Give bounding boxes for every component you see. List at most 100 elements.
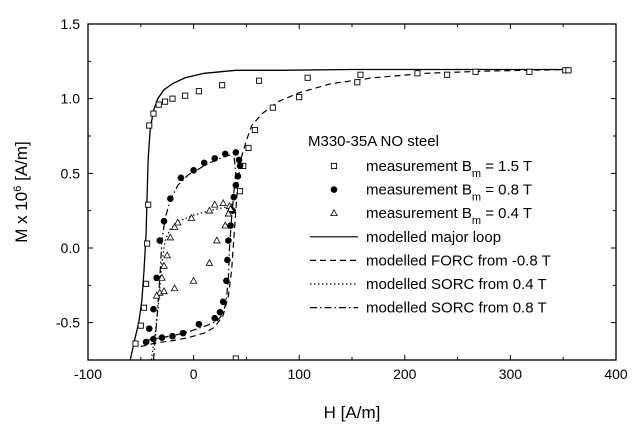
data-point-circle-filled	[150, 335, 157, 343]
legend-entry: modelled SORC from 0.4 T	[310, 276, 547, 293]
data-point-triangle-open	[189, 276, 198, 284]
legend-label: measurement Bm = 0.4 T	[366, 205, 532, 227]
data-point-square-open	[472, 68, 479, 75]
data-point-circle-filled	[232, 181, 240, 189]
legend: M330-35A NO steel measurement Bm = 1.5 T…	[308, 133, 551, 317]
data-point-circle-filled	[235, 156, 243, 164]
data-point-square-open	[169, 95, 176, 102]
data-point-triangle-open	[212, 236, 221, 244]
legend-label-subscript: m	[472, 168, 481, 180]
y-tick-label: 0.0	[61, 240, 81, 256]
data-point-circle-filled	[211, 314, 219, 322]
y-axis-title: M x 106 [A/m]	[12, 141, 31, 243]
legend-label: modelled SORC from 0.4 T	[366, 276, 547, 293]
legend-marker-triangle-open	[330, 208, 338, 217]
data-point-circle-filled	[156, 237, 164, 244]
data-point-circle-filled	[221, 150, 229, 158]
data-point-circle-filled	[179, 329, 187, 337]
legend-label: modelled SORC from 0.8 T	[366, 300, 547, 317]
legend-label-subscript: m	[472, 215, 481, 227]
data-point-square-open	[219, 82, 226, 89]
legend-label-text: modelled SORC from 0.4 T	[366, 276, 547, 293]
data-point-square-open	[182, 92, 189, 99]
data-point-square-open	[137, 322, 144, 329]
legend-label: measurement Bm = 0.8 T	[366, 182, 532, 204]
legend-entry: modelled FORC from -0.8 T	[310, 252, 551, 269]
legend-label-text: modelled major loop	[366, 229, 501, 246]
data-point-circle-filled	[160, 217, 168, 225]
x-tick-label: 300	[499, 366, 523, 382]
x-tick-label: 400	[604, 366, 628, 382]
data-point-triangle-open	[163, 251, 172, 259]
data-point-circle-filled	[142, 338, 150, 346]
data-point-triangle-open	[160, 287, 168, 295]
data-point-circle-filled	[211, 155, 219, 162]
data-point-circle-filled	[167, 195, 174, 203]
data-point-circle-filled	[150, 305, 157, 313]
data-point-circle-filled	[190, 167, 197, 174]
data-point-square-open	[140, 304, 148, 311]
legend-entry: measurement Bm = 0.8 T	[330, 182, 532, 204]
data-point-square-open	[143, 280, 150, 287]
data-point-square-open	[357, 71, 364, 78]
data-point-circle-filled	[177, 174, 185, 182]
legend-label-text: measurement B	[366, 205, 472, 222]
legend-label: modelled FORC from -0.8 T	[366, 252, 551, 269]
data-point-triangle-open	[152, 291, 161, 299]
legend-label-text: measurement B	[366, 182, 472, 199]
legend-heading: M330-35A NO steel	[308, 133, 439, 150]
data-point-triangle-open	[221, 221, 230, 229]
y-tick-label: 1.5	[61, 16, 81, 32]
data-point-triangle-open	[160, 261, 168, 269]
data-point-circle-filled	[216, 308, 224, 316]
model-curve-dashdot	[145, 153, 237, 360]
y-tick-label: 1.0	[61, 91, 81, 107]
data-point-triangle-open	[187, 213, 196, 221]
legend-label-subscript: m	[472, 192, 481, 204]
data-point-square-open	[256, 77, 263, 84]
legend-marker-circle-filled	[330, 186, 338, 193]
data-point-triangle-open	[219, 198, 228, 207]
legend-label: measurement Bm = 1.5 T	[366, 158, 532, 180]
data-point-circle-filled	[145, 325, 153, 332]
data-point-circle-filled	[236, 162, 244, 170]
model-curve-dotted	[150, 202, 234, 360]
data-point-square-open	[565, 67, 572, 74]
data-point-square-open	[146, 122, 153, 129]
data-point-triangle-open	[226, 204, 235, 212]
data-point-circle-filled	[232, 149, 240, 156]
data-point-triangle-open	[224, 209, 233, 217]
point-layer	[132, 67, 572, 360]
data-point-circle-filled	[223, 277, 230, 285]
data-point-circle-filled	[158, 334, 166, 341]
data-point-square-open	[269, 104, 276, 111]
data-point-circle-filled	[234, 173, 242, 180]
data-point-square-open	[414, 70, 421, 77]
legend-entry: measurement Bm = 1.5 T	[330, 158, 532, 180]
data-point-triangle-open	[205, 258, 214, 266]
data-point-square-open	[195, 88, 202, 95]
x-tick-label: -100	[74, 366, 102, 382]
data-point-square-open	[296, 94, 303, 101]
data-point-triangle-open	[173, 218, 182, 226]
data-point-square-open	[232, 355, 239, 360]
x-tick-label: 100	[288, 366, 312, 382]
y-axis-title-main: M x 10	[12, 192, 31, 243]
legend-label-suffix: = 1.5 T	[481, 158, 532, 175]
legend-entry: modelled major loop	[310, 229, 501, 246]
data-point-circle-filled	[219, 298, 227, 306]
data-point-triangle-open	[166, 233, 175, 241]
data-point-triangle-open	[158, 273, 166, 281]
legend-marker-square-open	[330, 162, 338, 170]
x-tick-label: 0	[190, 366, 198, 382]
legend-label: modelled major loop	[366, 229, 501, 246]
data-point-square-open	[145, 201, 152, 208]
data-point-circle-filled	[225, 237, 232, 244]
x-tick-label: 200	[393, 366, 417, 382]
data-point-circle-filled	[195, 320, 203, 328]
data-point-square-open	[155, 101, 162, 108]
y-axis-title-exponent: 6	[12, 186, 24, 192]
data-point-square-open	[354, 79, 361, 86]
data-point-circle-filled	[230, 193, 238, 201]
